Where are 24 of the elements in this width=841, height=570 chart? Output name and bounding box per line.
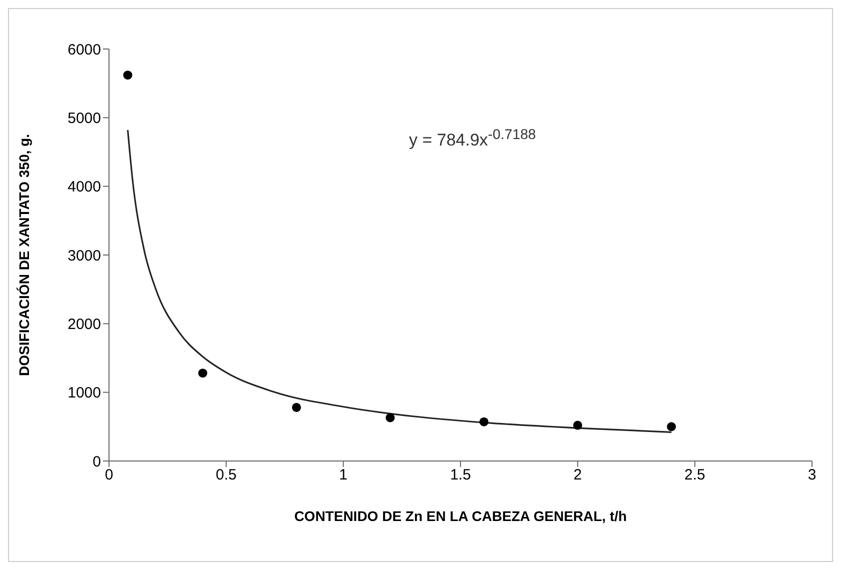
annotation: y = 784.9x$^{-0.7188}$ [409, 127, 536, 151]
y-tick-label: 1000 [68, 384, 101, 402]
x-tick-label: 1 [339, 466, 348, 484]
point [386, 413, 395, 422]
y-tick-label: 0 [92, 453, 101, 470]
x-tick-label: 0.5 [216, 466, 237, 484]
y-tick-label: 3000 [68, 247, 101, 264]
point [123, 70, 132, 80]
x-tick-label: 3 [808, 466, 816, 484]
x-tick-label: 0 [104, 466, 114, 484]
point [198, 368, 208, 378]
x-axis-title: CONTENIDO DE Zn EN LA CABEZA GENERAL, t/h [294, 508, 627, 524]
y-tick-label: 2000 [68, 316, 101, 333]
point [666, 422, 676, 432]
point [292, 402, 301, 412]
point [479, 417, 488, 426]
y-tick-label: 4000 [68, 178, 101, 196]
y-tick-label: 6000 [68, 41, 101, 58]
x-tick-label: 2 [573, 466, 582, 484]
x-tick-label: 2.5 [684, 466, 706, 484]
x-tick-label: 1.5 [450, 466, 471, 484]
y-axis-title: DOSIFICACIÓN DE XANTATO 350, g. [16, 134, 32, 376]
point [573, 420, 582, 430]
y-tick-label: 5000 [68, 110, 101, 127]
